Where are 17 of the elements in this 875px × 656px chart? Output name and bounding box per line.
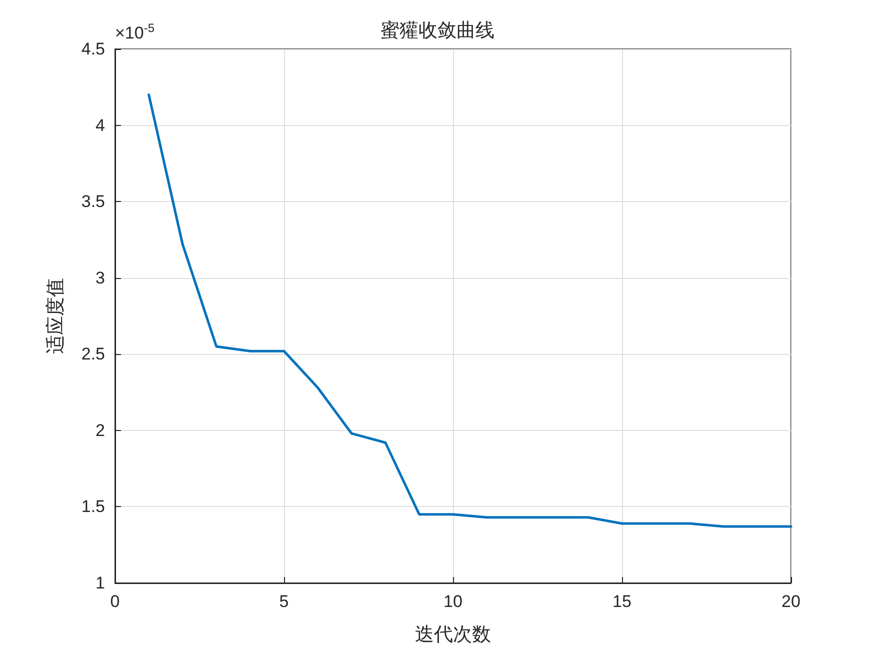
y-tick-label: 3.5 (81, 192, 105, 212)
y-tick-label: 4.5 (81, 40, 105, 58)
x-tick-label: 5 (279, 592, 289, 611)
x-tick-label: 20 (782, 592, 800, 611)
y-tick-label: 3 (96, 268, 105, 288)
chart-title: 蜜獾收敛曲线 (380, 20, 494, 42)
y-tick-label: 2.5 (81, 344, 105, 364)
x-axis-title: 迭代次数 (415, 624, 491, 646)
line-series (148, 94, 792, 528)
y-axis-title: 适应度值 (44, 278, 66, 354)
x-tick-label: 0 (110, 592, 120, 611)
x-tick-label: 10 (444, 592, 462, 611)
x-tick-label: 15 (612, 592, 632, 611)
y-tick-label: 1.5 (81, 497, 105, 516)
y-tick-label: 1 (96, 574, 105, 592)
y-tick-label: 4 (96, 116, 105, 135)
y-tick-label: 2 (96, 420, 105, 440)
